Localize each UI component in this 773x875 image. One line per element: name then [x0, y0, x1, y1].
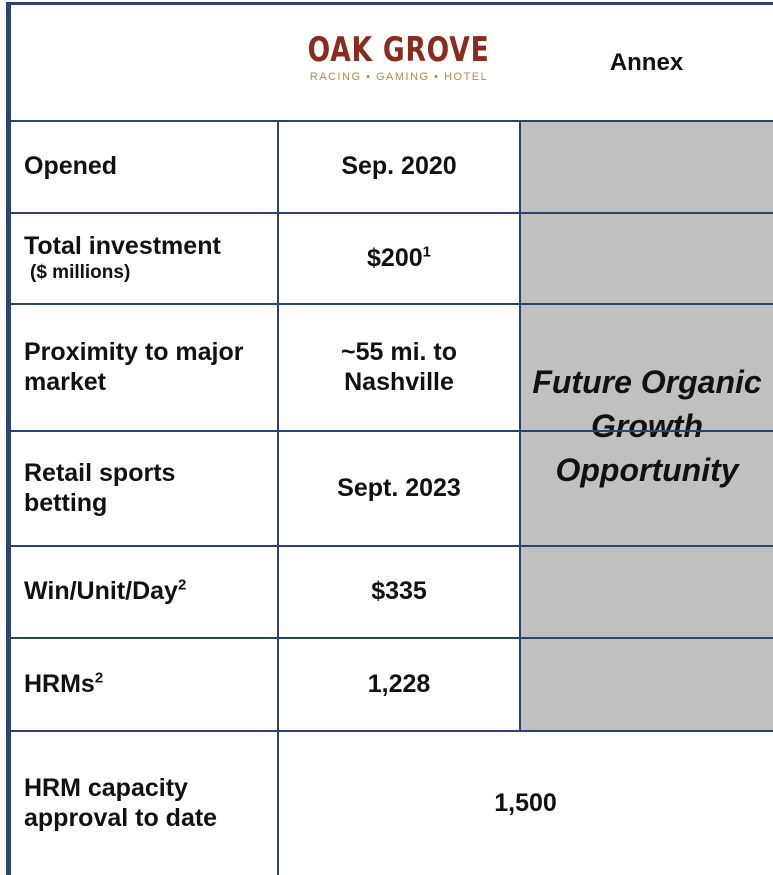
annex-header: Annex	[520, 5, 773, 120]
value: 1,500	[494, 788, 557, 817]
row-value: ~55 mi. to Nashville	[278, 303, 520, 430]
label-text: Total investment ($ millions)	[24, 231, 221, 285]
value: 1,228	[367, 669, 431, 698]
footnote-mark: 1	[422, 243, 431, 261]
border-line	[10, 430, 773, 432]
value: Sept. 2023	[337, 473, 461, 502]
logo-tagline: RACING • GAMING • HOTEL	[309, 71, 489, 83]
value: $200	[367, 243, 423, 272]
value: $335	[371, 577, 427, 605]
sublabel: ($ millions)	[30, 261, 131, 283]
border-line	[10, 730, 773, 732]
value-text: 1,228	[368, 669, 431, 699]
annex-text: Future Organic Growth Opportunity	[532, 360, 762, 492]
border-line	[10, 303, 773, 305]
label-text: Win/Unit/Day2	[24, 576, 186, 606]
row-value: Sep. 2020	[278, 120, 520, 212]
label: Total investment	[24, 231, 221, 260]
row-value: $2001	[278, 212, 520, 303]
logo-name: OAK GROVE	[308, 30, 490, 70]
footer-label: HRM capacity approval to date	[12, 730, 278, 875]
logo: OAK GROVE RACING • GAMING • HOTEL	[278, 30, 520, 84]
label: HRM capacity approval to date	[24, 773, 218, 832]
row-value: 1,228	[278, 637, 520, 730]
row-label: Win/Unit/Day2	[12, 545, 278, 637]
label-text: HRM capacity approval to date	[24, 773, 264, 833]
label: Retail sports betting	[24, 458, 176, 517]
row-label: Total investment ($ millions)	[12, 212, 278, 303]
label: HRMs	[24, 669, 95, 698]
footnote-mark: 2	[94, 669, 104, 687]
footnote-mark: 2	[177, 576, 187, 594]
value-text: Sep. 2020	[341, 151, 456, 181]
row-label: Proximity to major market	[12, 303, 278, 430]
border-line	[10, 637, 773, 639]
label-text: Proximity to major market	[24, 337, 264, 397]
value-text: $335	[371, 576, 427, 606]
border-line	[277, 120, 279, 875]
label: Opened	[24, 152, 118, 180]
value: Sep. 2020	[341, 152, 457, 180]
label-text: Retail sports betting	[24, 458, 264, 518]
label: Win/Unit/Day	[24, 577, 178, 605]
label-text: HRMs2	[24, 669, 103, 699]
border-line	[519, 120, 521, 731]
value: ~55 mi. to Nashville	[340, 337, 457, 396]
footer-value: 1,500	[278, 730, 773, 875]
border-line	[6, 2, 773, 5]
row-label: HRMs2	[12, 637, 278, 730]
value-text: $2001	[367, 243, 431, 273]
value-text: 1,500	[494, 788, 557, 818]
row-value: $335	[278, 545, 520, 637]
border-line	[6, 2, 11, 875]
row-label: Opened	[12, 120, 278, 212]
annex-text: Annex	[609, 48, 684, 76]
border-line	[10, 212, 773, 214]
border-line	[10, 545, 773, 547]
label-text: Opened	[24, 151, 117, 181]
value-text: Sept. 2023	[337, 473, 461, 503]
row-value: Sept. 2023	[278, 430, 520, 545]
annex-note-text: Future Organic Growth Opportunity	[532, 363, 762, 488]
value-text: ~55 mi. to Nashville	[299, 337, 499, 397]
border-line	[10, 120, 773, 122]
label: Proximity to major market	[24, 337, 244, 396]
row-label: Retail sports betting	[12, 430, 278, 545]
annex-note: Future Organic Growth Opportunity	[521, 121, 773, 730]
